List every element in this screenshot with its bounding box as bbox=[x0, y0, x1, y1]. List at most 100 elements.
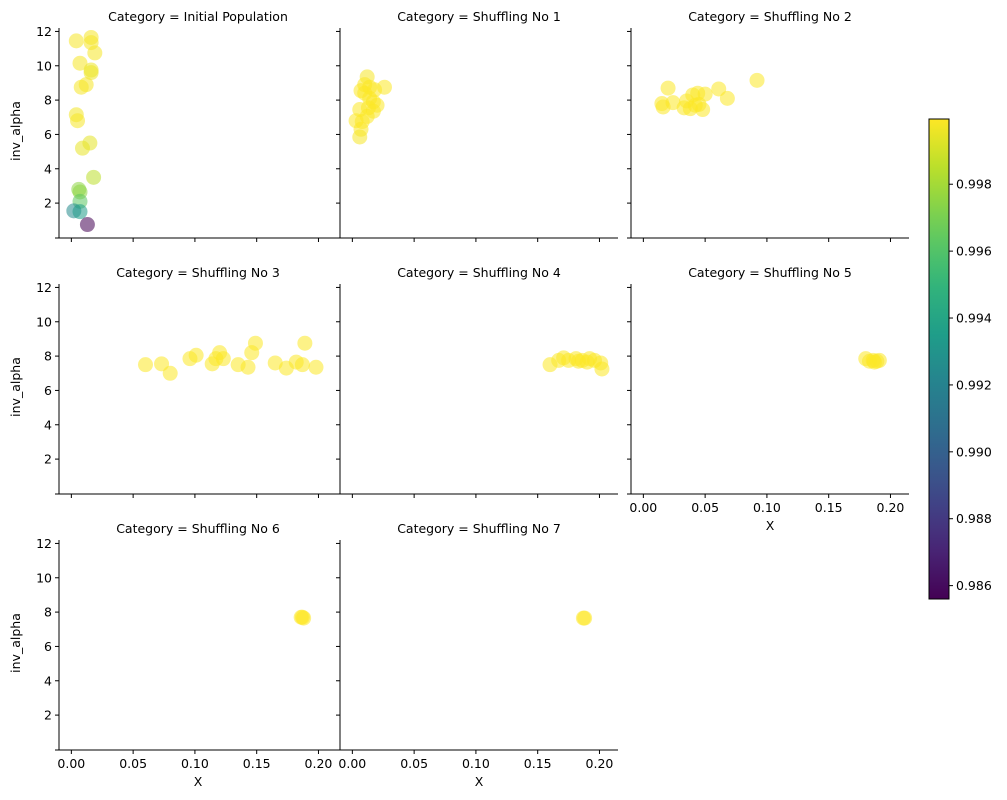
data-point bbox=[154, 356, 170, 372]
data-point bbox=[660, 80, 676, 96]
facet-panel: Category = Shuffling No 1 bbox=[336, 9, 618, 242]
data-point bbox=[72, 55, 88, 71]
x-tick-label: 0.20 bbox=[305, 756, 333, 771]
x-tick-label: 0.05 bbox=[400, 756, 428, 771]
x-axis-label: X bbox=[766, 518, 775, 533]
x-tick-label: 0.00 bbox=[629, 500, 657, 515]
y-tick-label: 6 bbox=[44, 127, 52, 142]
y-tick-label: 12 bbox=[36, 24, 52, 39]
data-point bbox=[73, 79, 89, 95]
y-tick-label: 8 bbox=[44, 349, 52, 364]
data-point bbox=[86, 169, 102, 185]
colorbar-tick-label: 0.994 bbox=[956, 311, 992, 326]
y-tick-label: 10 bbox=[36, 314, 52, 329]
data-point bbox=[297, 335, 313, 351]
y-tick-label: 4 bbox=[44, 161, 52, 176]
x-tick-label: 0.20 bbox=[586, 756, 614, 771]
data-point bbox=[278, 360, 294, 376]
x-tick-label: 0.15 bbox=[243, 756, 271, 771]
colorbar-tick-label: 0.992 bbox=[956, 377, 992, 392]
panel-title: Category = Shuffling No 4 bbox=[397, 265, 561, 280]
x-tick-label: 0.20 bbox=[877, 500, 905, 515]
x-tick-label: 0.15 bbox=[815, 500, 843, 515]
y-axis-label: inv_alpha bbox=[8, 101, 23, 161]
data-point bbox=[655, 99, 671, 115]
data-point bbox=[204, 356, 220, 372]
data-point bbox=[719, 90, 735, 106]
data-point bbox=[68, 33, 84, 49]
data-point bbox=[74, 140, 90, 156]
y-tick-label: 6 bbox=[44, 383, 52, 398]
x-tick-label: 0.00 bbox=[338, 756, 366, 771]
colorbar-gradient bbox=[928, 118, 950, 600]
data-point bbox=[749, 72, 765, 88]
x-tick-label: 0.10 bbox=[462, 756, 490, 771]
data-point bbox=[72, 204, 88, 220]
panels-layer: Category = Initial Population 2 4 6 8 10 12 inv… bbox=[8, 9, 909, 789]
data-point bbox=[240, 359, 256, 375]
colorbar-tick-label: 0.988 bbox=[956, 511, 992, 526]
x-tick-label: 0.00 bbox=[57, 756, 85, 771]
data-point bbox=[542, 357, 558, 373]
panel-title: Category = Initial Population bbox=[108, 9, 288, 24]
data-point bbox=[87, 45, 103, 61]
data-point bbox=[215, 351, 231, 367]
facet-panel: Category = Initial Population 2 4 6 8 10 12 inv… bbox=[8, 9, 337, 242]
colorbar-tick-label: 0.990 bbox=[956, 444, 992, 459]
y-axis-label: inv_alpha bbox=[8, 357, 23, 417]
panel-title: Category = Shuffling No 6 bbox=[116, 521, 280, 536]
data-point bbox=[294, 609, 310, 625]
data-point bbox=[79, 217, 95, 233]
y-tick-label: 10 bbox=[36, 570, 52, 585]
y-tick-label: 12 bbox=[36, 280, 52, 295]
data-point bbox=[570, 353, 586, 369]
panel-title: Category = Shuffling No 1 bbox=[397, 9, 561, 24]
y-tick-label: 12 bbox=[36, 536, 52, 551]
y-tick-label: 8 bbox=[44, 93, 52, 108]
y-tick-label: 2 bbox=[44, 452, 52, 467]
data-point bbox=[711, 81, 727, 97]
facet-panel: Category = Shuffling No 4 bbox=[336, 265, 618, 498]
panel-title: Category = Shuffling No 7 bbox=[397, 521, 561, 536]
data-point bbox=[866, 354, 882, 370]
y-tick-label: 4 bbox=[44, 417, 52, 432]
x-tick-label: 0.10 bbox=[181, 756, 209, 771]
data-point bbox=[577, 610, 593, 626]
colorbar-tick-label: 0.998 bbox=[956, 177, 992, 192]
x-tick-label: 0.05 bbox=[119, 756, 147, 771]
x-tick-label: 0.10 bbox=[753, 500, 781, 515]
facet-panel: Category = Shuffling No 2 bbox=[627, 9, 909, 242]
x-tick-label: 0.05 bbox=[691, 500, 719, 515]
panel-title: Category = Shuffling No 5 bbox=[688, 265, 852, 280]
data-point bbox=[352, 129, 368, 145]
facet-panel: Category = Shuffling No 5 0.00 0.05 0.10 0.1… bbox=[627, 265, 909, 533]
data-point bbox=[83, 65, 99, 81]
y-tick-label: 2 bbox=[44, 708, 52, 723]
data-point bbox=[294, 357, 310, 373]
facet-panel: Category = Shuffling No 6 2 4 6 8 10 12 0.00 0.0… bbox=[8, 521, 337, 789]
x-axis-label: X bbox=[475, 774, 484, 789]
data-point bbox=[70, 113, 86, 129]
colorbar: 0.986 0.988 0.990 0.992 0.994 0.996 0.998 bbox=[928, 118, 992, 600]
panel-title: Category = Shuffling No 3 bbox=[116, 265, 280, 280]
data-point bbox=[137, 357, 153, 373]
data-point bbox=[267, 355, 283, 371]
colorbar-tick-label: 0.996 bbox=[956, 244, 992, 259]
colorbar-tick-label: 0.986 bbox=[956, 578, 992, 593]
facet-panel: Category = Shuffling No 7 0.00 0.05 0.10 0.1… bbox=[336, 521, 618, 789]
facet-panel: Category = Shuffling No 3 2 4 6 8 10 12 inv_alp… bbox=[8, 265, 337, 498]
x-tick-label: 0.15 bbox=[524, 756, 552, 771]
data-point bbox=[244, 345, 260, 361]
data-point bbox=[594, 361, 610, 377]
data-point bbox=[162, 365, 178, 381]
y-tick-label: 2 bbox=[44, 196, 52, 211]
y-axis-label: inv_alpha bbox=[8, 613, 23, 673]
data-point bbox=[308, 359, 324, 375]
y-tick-label: 10 bbox=[36, 58, 52, 73]
y-tick-label: 4 bbox=[44, 673, 52, 688]
panel-title: Category = Shuffling No 2 bbox=[688, 9, 852, 24]
data-point bbox=[182, 351, 198, 367]
data-point bbox=[376, 79, 392, 95]
x-axis-label: X bbox=[194, 774, 203, 789]
